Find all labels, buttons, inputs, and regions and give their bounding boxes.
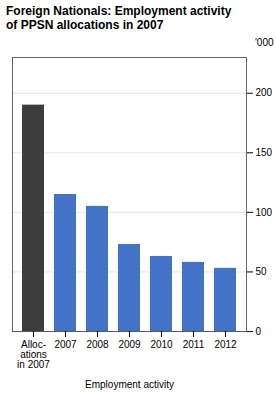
svg-text:50: 50: [256, 266, 268, 277]
svg-text:Employment activity: Employment activity: [85, 378, 174, 389]
svg-text:Alloc-ationsin 2007: Alloc-ationsin 2007: [17, 338, 50, 369]
svg-text:'000: '000: [255, 36, 274, 47]
svg-text:2009: 2009: [118, 338, 141, 349]
svg-text:150: 150: [256, 147, 273, 158]
svg-text:2012: 2012: [214, 338, 237, 349]
svg-text:0: 0: [256, 325, 262, 336]
svg-text:100: 100: [256, 206, 273, 217]
svg-text:2010: 2010: [150, 338, 173, 349]
svg-text:2008: 2008: [86, 338, 109, 349]
svg-text:2007: 2007: [54, 338, 77, 349]
html-text:Foreign Nationals: Employment: Foreign Nationals: Employment activity o…: [6, 4, 232, 33]
svg-text:200: 200: [256, 87, 273, 98]
svg-text:2011: 2011: [183, 338, 205, 349]
